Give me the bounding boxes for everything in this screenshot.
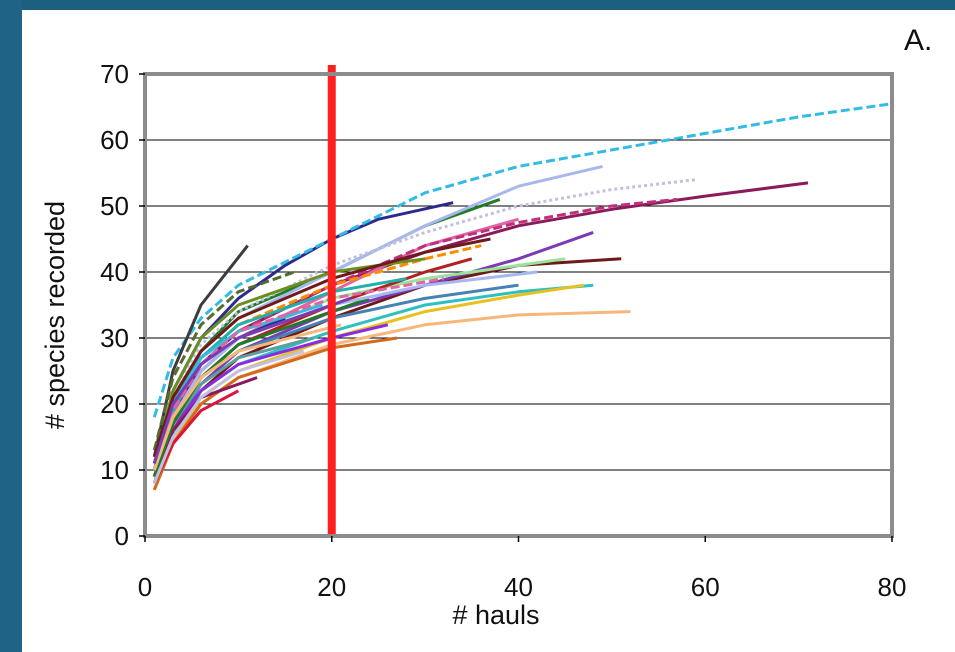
species-accumulation-chart: 0 10 20 30 40 50 60 70 0 20 40 60 80 A. # hauls # s… [40,24,932,630]
y-tick-label-40: 40 [100,257,129,287]
y-tick-label-60: 60 [100,125,129,155]
y-tick-label-20: 20 [100,389,129,419]
y-tick-label-30: 30 [100,323,129,353]
y-tick-label-50: 50 [100,191,129,221]
series-line-29 [152,296,370,478]
x-tick-label-20: 20 [317,572,346,602]
chart-panel: 0 10 20 30 40 50 60 70 0 20 40 60 80 A. # hauls # s… [22,10,955,652]
series-line-25 [152,270,295,451]
x-tick-label-40: 40 [504,572,533,602]
x-tick-label-0: 0 [138,572,152,602]
window-frame [0,0,22,652]
x-axis-label: # hauls [452,600,539,630]
series-layer [152,102,893,491]
x-tick-label-60: 60 [691,572,720,602]
y-axis-label: # species recorded [40,201,70,429]
series-line-14 [152,244,249,458]
x-tick-label-80: 80 [878,572,907,602]
x-axis-ticks: 0 20 40 60 80 [138,536,907,602]
y-tick-label-10: 10 [100,455,129,485]
series-line-35 [152,296,351,464]
y-axis-ticks: 0 10 20 30 40 50 60 70 [100,59,145,551]
series-line-16 [152,244,482,464]
series-line-34 [152,349,305,484]
y-tick-label-0: 0 [115,521,129,551]
series-line-33 [152,323,342,471]
panel-label: A. [904,24,932,57]
series-line-20 [152,277,407,471]
series-line-3 [152,102,893,418]
series-line-32 [152,237,491,458]
y-tick-label-70: 70 [100,59,129,89]
